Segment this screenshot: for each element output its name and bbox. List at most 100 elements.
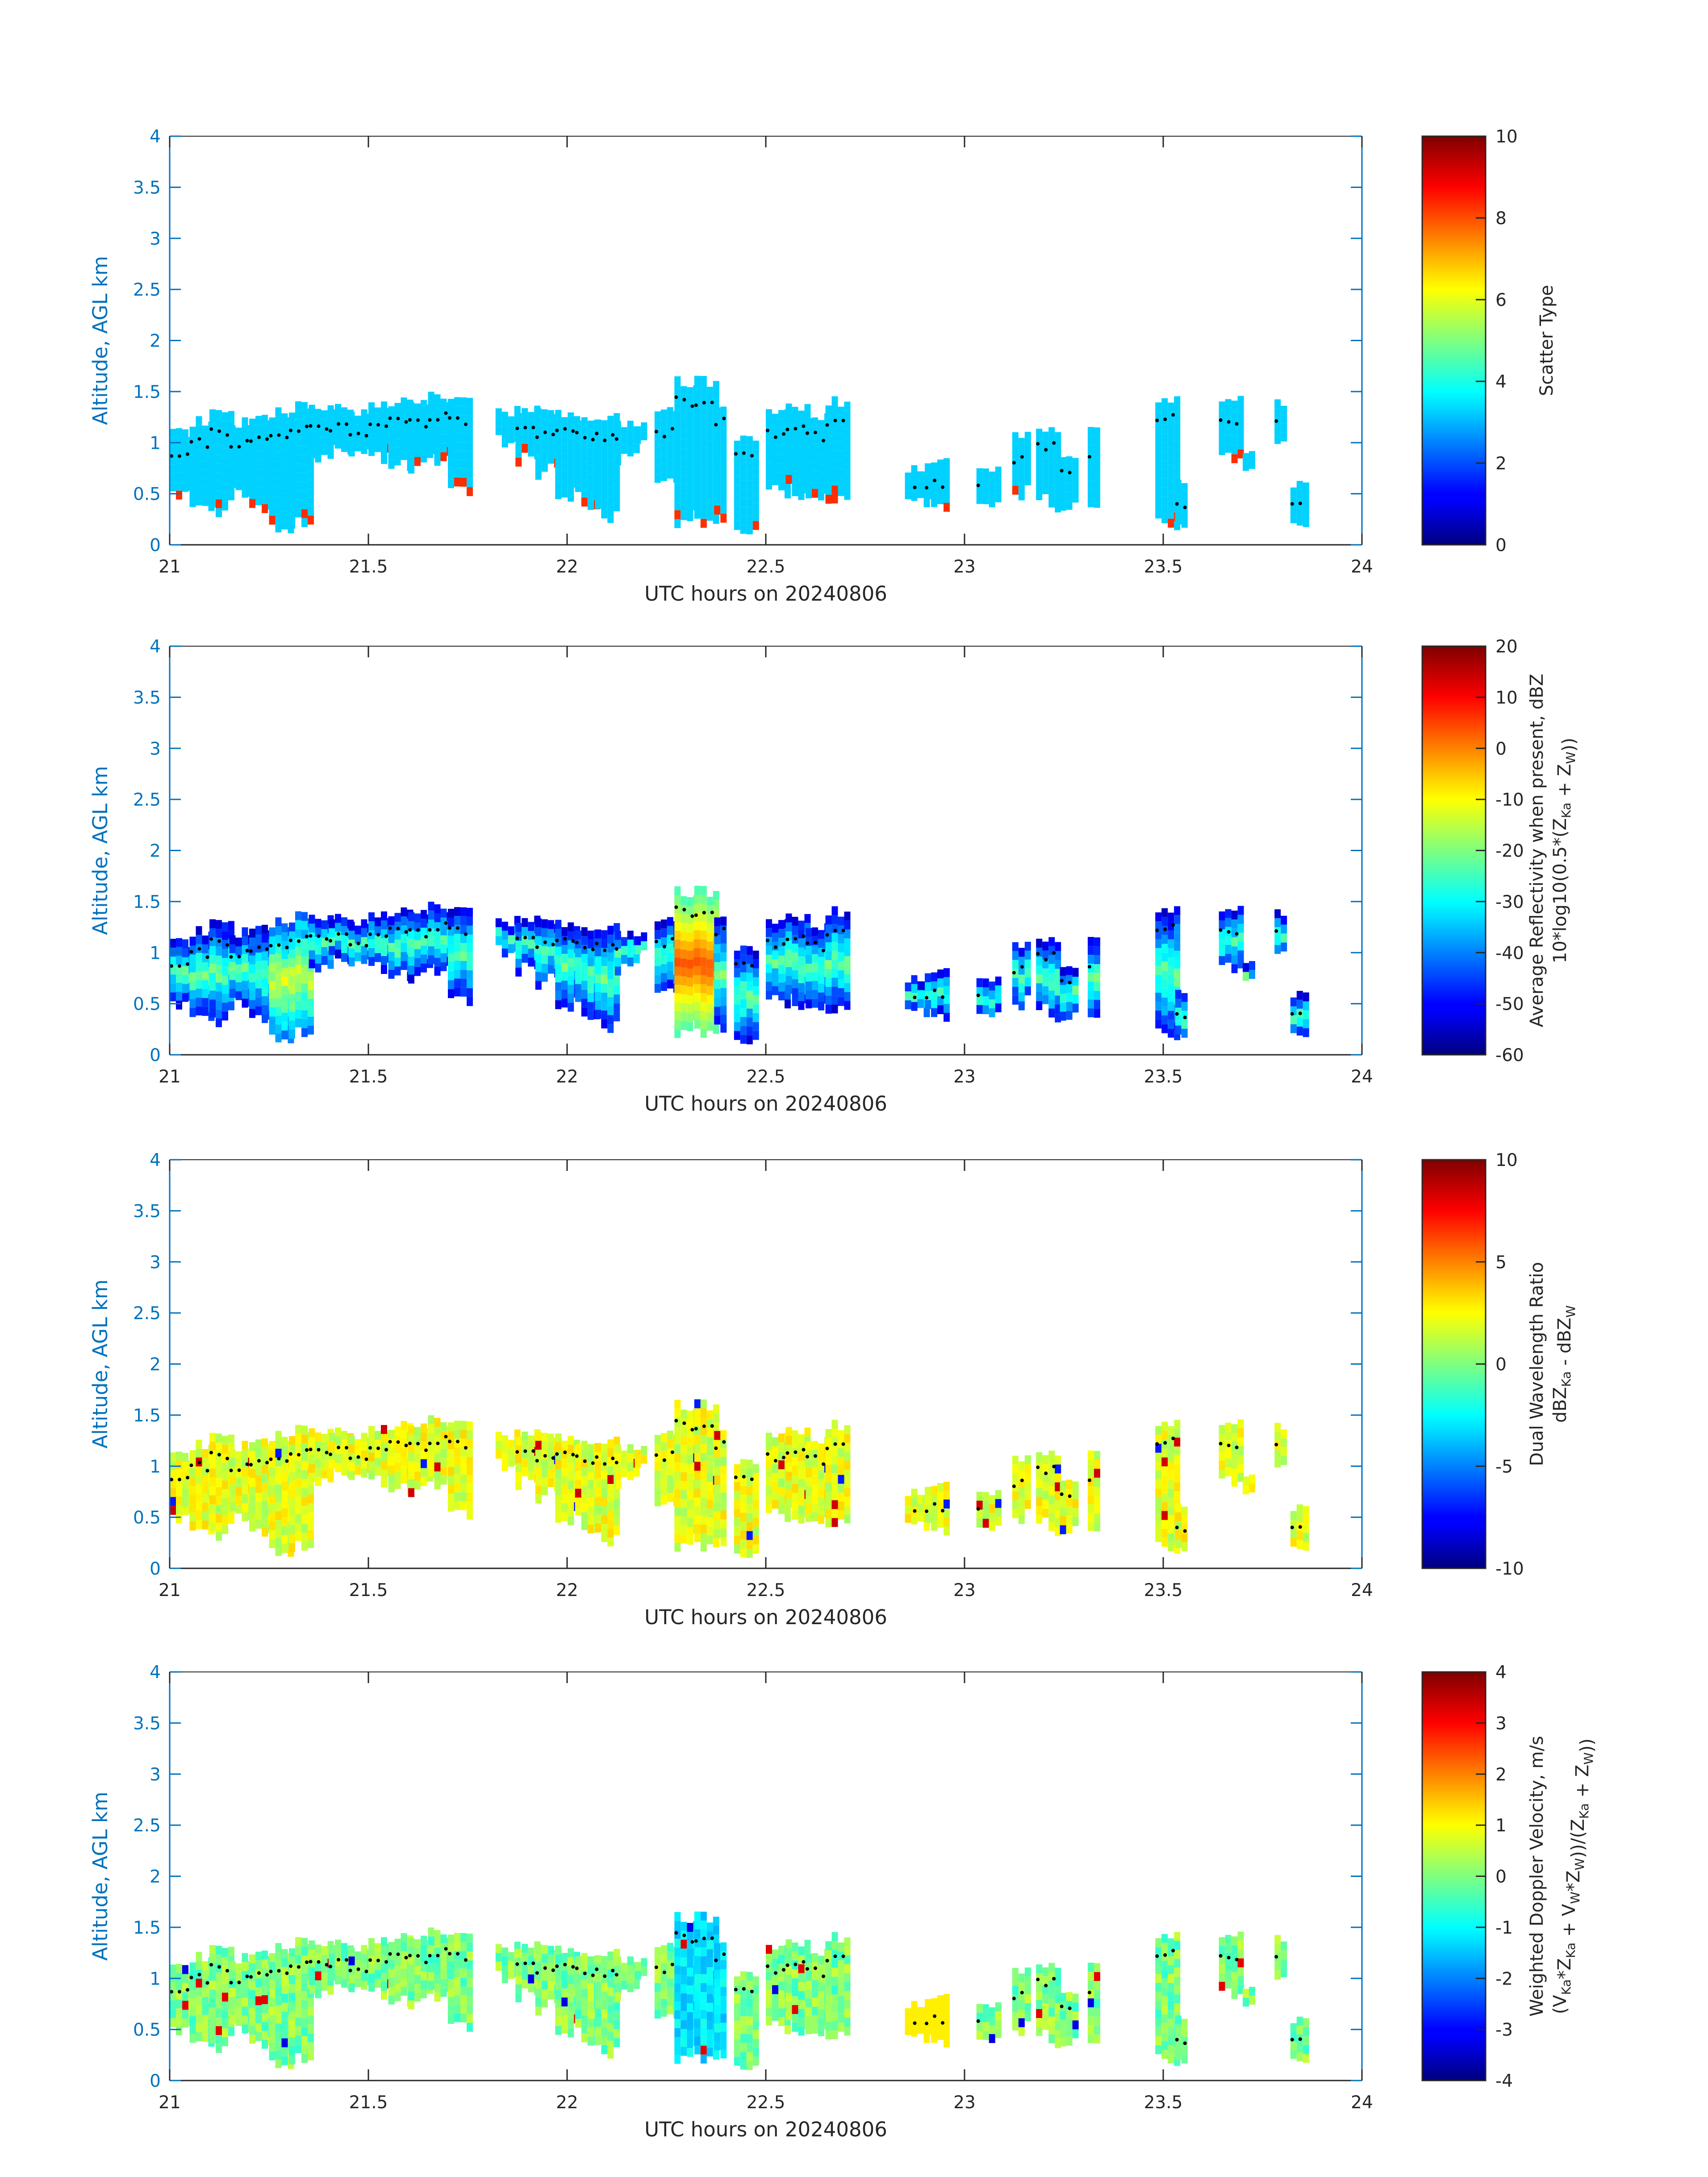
trace-dot — [682, 908, 686, 911]
heatmap-cell — [275, 1961, 282, 1970]
heatmap-cell — [1155, 984, 1162, 993]
heatmap-cell — [321, 929, 328, 938]
trace-dot — [774, 945, 777, 949]
heatmap-cell — [587, 474, 594, 483]
heatmap-cell — [1060, 1011, 1066, 1021]
heatmap-cell — [216, 1955, 222, 1964]
trace-dot — [186, 452, 189, 456]
heatmap-cell — [209, 1513, 216, 1522]
heatmap-cell — [844, 929, 851, 939]
heatmap-cell — [262, 996, 268, 1005]
heatmap-cell — [235, 937, 242, 947]
heatmap-cell — [752, 1473, 759, 1482]
heatmap-cell — [931, 981, 937, 990]
heatmap-cell — [1012, 476, 1019, 486]
heatmap-cell — [844, 419, 851, 429]
trace-dot — [603, 439, 607, 443]
heatmap-cell — [1237, 915, 1244, 924]
heatmap-cell — [275, 1952, 282, 1961]
heatmap-cell — [740, 1459, 747, 1468]
heatmap-cell — [321, 947, 328, 956]
trace-dot — [670, 937, 674, 941]
heatmap-cell — [348, 1462, 355, 1471]
heatmap-cell — [448, 426, 454, 435]
heatmap-cell — [844, 464, 851, 473]
trace-dot — [1087, 455, 1091, 459]
heatmap-cell — [308, 462, 314, 471]
heatmap-cell — [547, 419, 554, 428]
heatmap-cell — [289, 2046, 295, 2056]
heatmap-cell — [944, 977, 950, 986]
trace-dot — [249, 439, 253, 443]
heatmap-cell — [269, 1494, 276, 1504]
heatmap-cell — [222, 1489, 228, 1499]
trace-dot — [217, 429, 221, 433]
heatmap-cell — [1168, 402, 1174, 412]
heatmap-cell — [222, 1436, 228, 1445]
heatmap-cell — [1161, 1484, 1168, 1493]
heatmap-cell — [308, 1494, 314, 1504]
trace-dot — [345, 422, 348, 426]
heatmap-cell — [467, 970, 473, 979]
heatmap-cell — [209, 2025, 216, 2035]
heatmap-cell — [202, 425, 209, 435]
heatmap-cell — [434, 1445, 441, 1454]
heatmap-cell — [944, 458, 950, 467]
heatmap-cell — [202, 461, 209, 470]
heatmap-cell — [976, 978, 983, 987]
heatmap-cell — [714, 917, 721, 927]
heatmap-cell — [700, 429, 707, 439]
heatmap-cell — [989, 472, 995, 481]
heatmap-cell — [269, 435, 276, 444]
heatmap-cell — [448, 944, 454, 954]
trace-dot — [714, 423, 718, 426]
heatmap-cell — [501, 922, 508, 931]
heatmap-cell — [467, 916, 473, 926]
trace-dot — [189, 440, 193, 444]
heatmap-cell — [825, 1005, 832, 1014]
heatmap-cell — [1055, 969, 1061, 978]
heatmap-cell — [301, 447, 308, 456]
heatmap-cell — [262, 1527, 268, 1537]
heatmap-cell — [289, 2028, 295, 2038]
heatmap-cell — [421, 963, 427, 973]
heatmap-cell — [182, 993, 188, 1002]
heatmap-cell — [687, 906, 693, 915]
heatmap-cell — [262, 1474, 268, 1483]
heatmap-cell — [1174, 414, 1181, 423]
heatmap-cell — [575, 984, 581, 993]
heatmap-cell — [944, 467, 950, 476]
heatmap-cell — [327, 960, 334, 969]
heatmap-cell — [189, 462, 196, 472]
heatmap-cell — [720, 451, 727, 460]
heatmap-cell — [408, 1973, 414, 1983]
heatmap-cell — [189, 990, 196, 999]
heatmap-cell — [255, 496, 262, 506]
heatmap-cell — [535, 981, 542, 990]
heatmap-cell — [414, 1966, 421, 1975]
trace-dot — [1020, 965, 1024, 969]
heatmap-cell — [295, 1433, 301, 1443]
heatmap-cell — [1024, 1455, 1031, 1464]
heatmap-cell — [792, 451, 798, 460]
heatmap-cell — [714, 506, 721, 515]
heatmap-cell — [798, 473, 805, 482]
heatmap-cell — [182, 429, 188, 439]
heatmap-cell — [706, 1428, 713, 1437]
heatmap-cell — [778, 1469, 785, 1479]
heatmap-cell — [674, 975, 681, 985]
heatmap-cell — [720, 460, 727, 469]
heatmap-cell — [275, 1547, 282, 1556]
heatmap-cell — [706, 405, 713, 414]
heatmap-cell — [555, 481, 562, 490]
trace-dot — [933, 988, 936, 992]
heatmap-cell — [216, 947, 222, 956]
heatmap-cell — [694, 376, 701, 385]
trace-dot — [1068, 1494, 1072, 1498]
heatmap-cell — [746, 955, 753, 964]
heatmap-cell — [925, 490, 931, 499]
heatmap-cell — [667, 953, 673, 962]
heatmap-cell — [249, 928, 255, 938]
heatmap-cell — [202, 1520, 209, 1529]
heatmap-cell — [772, 467, 778, 476]
